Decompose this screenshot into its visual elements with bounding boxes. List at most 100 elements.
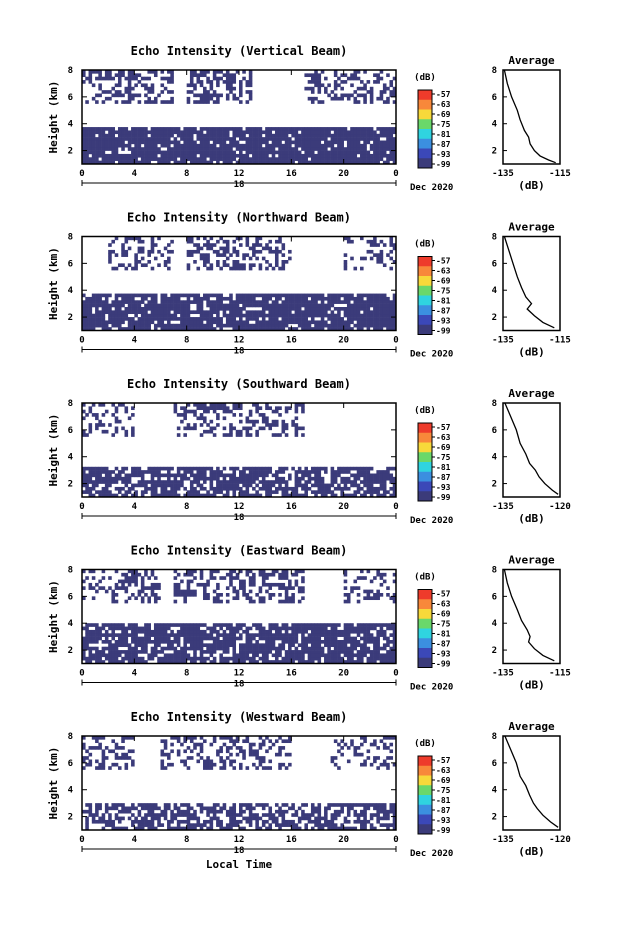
echo-cell <box>353 480 358 484</box>
echo-cell <box>153 643 158 648</box>
echo-cell <box>147 260 151 264</box>
echo-cell <box>131 636 135 641</box>
echo-cell <box>216 406 220 411</box>
echo-cell <box>209 323 214 328</box>
echo-cell <box>170 656 174 661</box>
echo-cell <box>248 127 253 131</box>
echo-cell <box>288 582 292 587</box>
echo-cell <box>153 653 158 658</box>
echo-cell <box>386 303 390 308</box>
echo-cell <box>114 419 119 424</box>
echo-cell <box>196 629 201 634</box>
echo-cell <box>206 490 210 494</box>
echo-cell <box>183 313 187 318</box>
echo-cell <box>258 160 263 165</box>
echo-cell <box>121 246 125 251</box>
echo-cell <box>389 493 394 498</box>
echo-cell <box>131 470 135 474</box>
echo-cell <box>216 633 220 637</box>
echo-cell <box>134 323 138 328</box>
echo-cell <box>343 266 348 271</box>
echo-cell <box>284 626 289 631</box>
echo-cell <box>163 486 168 491</box>
echo-cell <box>104 640 109 644</box>
echo-cell <box>121 629 125 634</box>
echo-cell <box>320 303 325 308</box>
echo-cell <box>95 157 99 161</box>
echo-cell <box>82 416 86 421</box>
echo-cell <box>193 243 197 247</box>
echo-cell <box>294 486 299 491</box>
echo-cell <box>144 633 148 637</box>
echo-cell <box>225 239 230 244</box>
echo-cell <box>203 86 207 91</box>
echo-cell <box>222 480 227 484</box>
echo-cell <box>379 646 384 651</box>
echo-cell <box>209 307 214 311</box>
echo-cell <box>127 86 132 91</box>
echo-cell <box>216 303 220 308</box>
echo-cell <box>314 143 318 148</box>
echo-cell <box>127 650 132 654</box>
echo-cell <box>121 70 125 74</box>
echo-cell <box>379 310 384 315</box>
echo-cell <box>379 480 384 484</box>
echo-cell <box>232 266 237 271</box>
echo-cell <box>173 130 178 135</box>
echo-cell <box>281 569 286 574</box>
echo-cell <box>314 656 318 661</box>
echo-cell <box>199 406 204 411</box>
echo-cell <box>386 650 390 654</box>
echo-cell <box>360 157 364 161</box>
echo-cell <box>301 137 305 141</box>
echo-cell <box>199 470 204 474</box>
echo-cell <box>353 660 358 664</box>
colorbar-segment <box>418 589 432 600</box>
echo-cell <box>281 263 286 268</box>
echo-cell <box>356 70 361 74</box>
echo-cell <box>121 320 125 325</box>
echo-cell <box>291 317 295 321</box>
echo-cell <box>366 303 371 308</box>
echo-cell <box>314 127 318 131</box>
echo-cell <box>91 70 96 74</box>
echo-cell <box>206 137 210 141</box>
colorbar-segment <box>418 491 432 502</box>
echo-cell <box>95 633 99 637</box>
echo-cell <box>261 416 266 421</box>
echo-cell <box>216 260 220 264</box>
echo-cell <box>268 646 273 651</box>
echo-cell <box>124 317 129 321</box>
echo-cell <box>235 320 240 325</box>
echo-cell <box>239 147 243 151</box>
echo-cell <box>222 253 227 257</box>
echo-cell <box>216 83 220 88</box>
echo-cell <box>199 433 204 437</box>
echo-cell <box>134 650 138 654</box>
echo-cell <box>219 470 223 474</box>
echo-cell <box>353 476 358 481</box>
echo-cell <box>127 93 132 98</box>
echo-cell <box>114 303 119 308</box>
echo-cell <box>137 236 142 241</box>
echo-cell <box>206 133 210 138</box>
echo-cell <box>101 490 106 494</box>
echo-cell <box>91 147 96 151</box>
echo-cell <box>245 419 250 424</box>
echo-cell <box>137 593 142 597</box>
echo-cell <box>255 147 259 151</box>
echo-cell <box>193 409 197 414</box>
echo-cell <box>229 466 233 471</box>
echo-cell <box>271 582 276 587</box>
echo-cell <box>229 143 233 148</box>
echo-cell <box>320 147 325 151</box>
echo-cell <box>294 310 299 315</box>
echo-cell <box>137 636 142 641</box>
echo-cell <box>252 140 256 145</box>
echo-cell <box>373 327 377 331</box>
echo-cell <box>140 582 145 587</box>
echo-cell <box>232 323 237 328</box>
y-axis-label: Height (km) <box>47 580 60 653</box>
echo-cell <box>369 90 374 94</box>
echo-cell <box>343 323 348 328</box>
